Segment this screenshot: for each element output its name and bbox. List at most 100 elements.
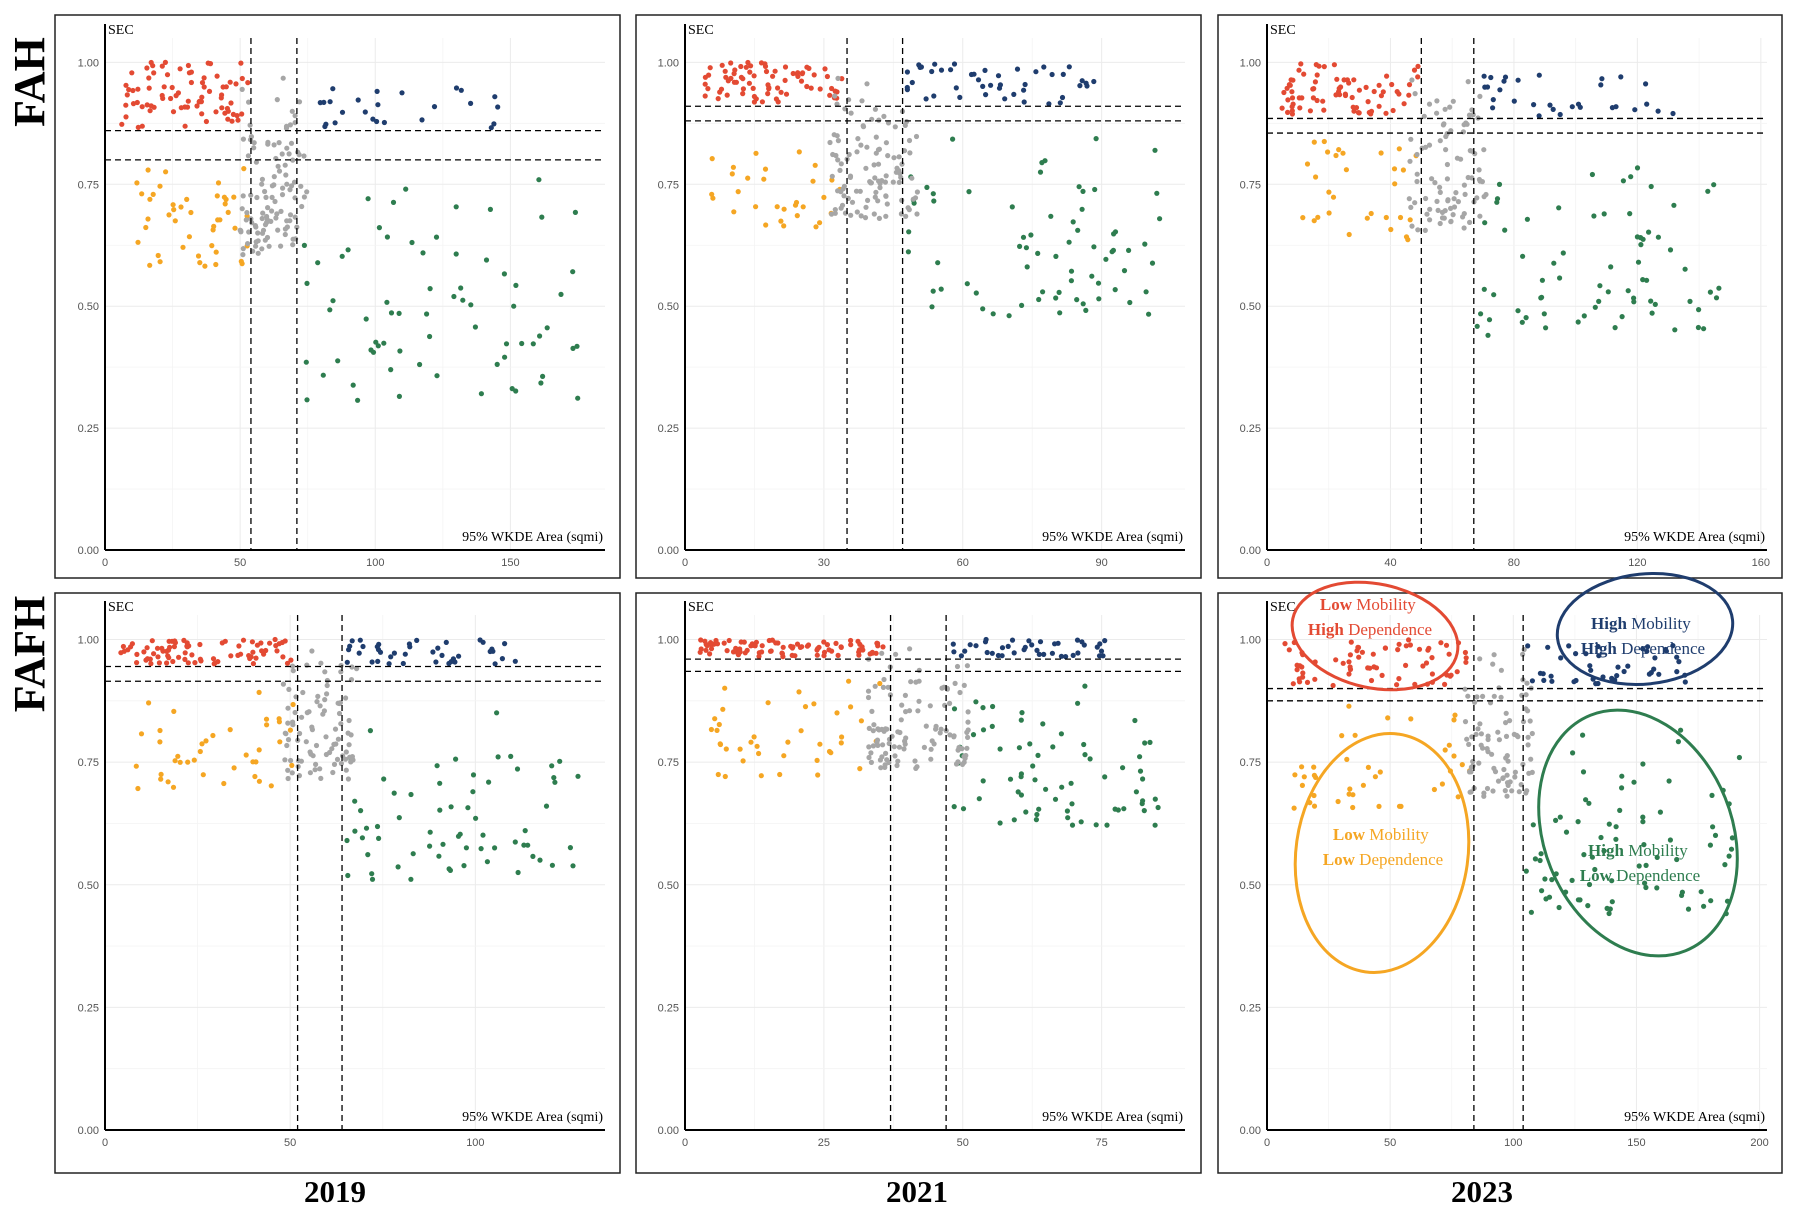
point-middle: [953, 761, 960, 767]
point-middle: [914, 211, 920, 217]
point-low-mobility-high-dependence: [794, 641, 801, 647]
point-high-mobility-high-dependence: [1057, 100, 1063, 106]
point-low-mobility-high-dependence: [272, 636, 278, 643]
point-middle: [1512, 774, 1518, 780]
point-low-mobility-low-dependence: [215, 217, 221, 223]
point-low-mobility-low-dependence: [231, 194, 237, 200]
point-high-mobility-low-dependence: [530, 853, 536, 860]
point-high-mobility-high-dependence: [453, 85, 460, 91]
point-high-mobility-high-dependence: [1070, 652, 1076, 659]
point-low-mobility-high-dependence: [848, 637, 854, 644]
point-middle: [916, 667, 922, 674]
point-middle: [1474, 195, 1480, 201]
point-high-mobility-low-dependence: [1619, 785, 1625, 791]
point-high-mobility-low-dependence: [1048, 213, 1054, 219]
point-low-mobility-high-dependence: [240, 637, 247, 643]
point-low-mobility-high-dependence: [155, 654, 161, 660]
point-middle: [1444, 176, 1450, 182]
point-high-mobility-low-dependence: [1140, 798, 1146, 804]
point-middle: [866, 754, 872, 761]
point-high-mobility-low-dependence: [1050, 744, 1056, 750]
point-high-mobility-low-dependence: [538, 380, 544, 386]
point-middle: [886, 740, 892, 747]
point-middle: [872, 683, 878, 689]
point-low-mobility-high-dependence: [1390, 107, 1396, 114]
point-high-mobility-low-dependence: [1102, 774, 1108, 780]
point-high-mobility-low-dependence: [1491, 292, 1497, 298]
point-low-mobility-low-dependence: [821, 194, 827, 200]
point-high-mobility-low-dependence: [530, 341, 536, 347]
point-middle: [865, 197, 871, 203]
point-middle: [280, 185, 286, 191]
point-low-mobility-high-dependence: [130, 87, 136, 94]
point-high-mobility-high-dependence: [448, 659, 454, 665]
point-high-mobility-low-dependence: [1606, 910, 1612, 917]
point-high-mobility-high-dependence: [1557, 111, 1563, 118]
point-middle: [875, 161, 882, 167]
x-tick-label: 160: [1752, 557, 1770, 569]
point-high-mobility-low-dependence: [1155, 804, 1161, 811]
point-middle: [913, 765, 919, 772]
point-low-mobility-low-dependence: [232, 225, 238, 231]
point-low-mobility-low-dependence: [203, 738, 209, 744]
point-middle: [848, 212, 854, 218]
point-middle: [263, 194, 269, 200]
annotation-low-mobility-high-dependence: Low Mobility High Dependence: [1308, 595, 1432, 639]
point-low-mobility-high-dependence: [238, 60, 244, 66]
point-low-mobility-high-dependence: [1285, 109, 1291, 115]
point-low-mobility-low-dependence: [197, 748, 203, 755]
point-middle: [863, 204, 869, 210]
point-middle: [247, 122, 253, 128]
point-middle: [291, 179, 298, 185]
point-low-mobility-low-dependence: [133, 763, 139, 769]
point-low-mobility-low-dependence: [157, 259, 163, 265]
point-middle: [952, 680, 958, 687]
point-high-mobility-high-dependence: [1021, 87, 1027, 93]
point-high-mobility-low-dependence: [1040, 289, 1046, 295]
point-middle: [1423, 195, 1429, 202]
point-middle: [1440, 122, 1446, 128]
point-middle: [1424, 211, 1430, 217]
point-low-mobility-high-dependence: [834, 89, 840, 95]
point-high-mobility-low-dependence: [345, 247, 351, 253]
point-high-mobility-low-dependence: [1675, 739, 1681, 745]
point-low-mobility-low-dependence: [1439, 781, 1445, 787]
point-high-mobility-high-dependence: [1077, 83, 1083, 89]
point-low-mobility-high-dependence: [1334, 76, 1340, 82]
point-middle: [909, 175, 915, 181]
point-high-mobility-high-dependence: [1569, 104, 1575, 110]
point-low-mobility-high-dependence: [1281, 89, 1287, 96]
point-high-mobility-low-dependence: [1710, 824, 1716, 830]
point-low-mobility-low-dependence: [781, 206, 787, 212]
point-high-mobility-low-dependence: [1524, 216, 1530, 222]
point-high-mobility-low-dependence: [1059, 784, 1065, 790]
point-high-mobility-high-dependence: [968, 71, 975, 78]
point-high-mobility-high-dependence: [1615, 664, 1621, 670]
point-low-mobility-high-dependence: [172, 640, 178, 646]
point-middle: [246, 99, 252, 105]
point-low-mobility-low-dependence: [796, 689, 802, 695]
point-low-mobility-low-dependence: [811, 701, 817, 707]
x-axis-label: 95% WKDE Area (sqmi): [1624, 1110, 1765, 1125]
point-high-mobility-low-dependence: [473, 815, 479, 821]
point-middle: [343, 695, 349, 701]
point-low-mobility-low-dependence: [170, 202, 176, 208]
point-high-mobility-low-dependence: [397, 348, 403, 354]
point-high-mobility-low-dependence: [375, 343, 381, 349]
point-low-mobility-high-dependence: [856, 652, 862, 658]
point-high-mobility-low-dependence: [1695, 324, 1701, 331]
point-middle: [883, 750, 889, 757]
point-high-mobility-low-dependence: [427, 333, 433, 340]
point-middle: [879, 178, 885, 184]
point-high-mobility-low-dependence: [1132, 717, 1138, 724]
point-middle: [299, 714, 305, 720]
point-high-mobility-low-dependence: [1035, 752, 1041, 759]
point-middle: [290, 157, 296, 163]
x-axis-label: 95% WKDE Area (sqmi): [462, 530, 603, 545]
point-low-mobility-low-dependence: [838, 740, 844, 746]
point-middle: [1502, 788, 1508, 794]
point-middle: [854, 149, 860, 155]
point-high-mobility-low-dependence: [1065, 815, 1071, 821]
point-low-mobility-high-dependence: [1429, 655, 1435, 661]
